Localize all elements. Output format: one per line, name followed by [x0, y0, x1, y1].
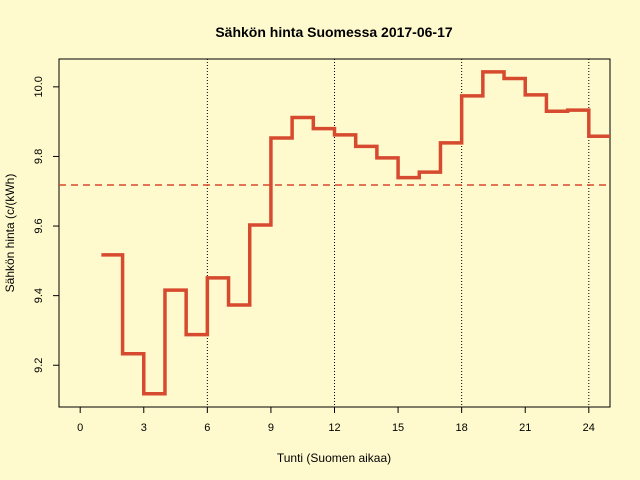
y-axis-label: Sähkön hinta (c/(kWh)	[3, 174, 17, 293]
price-step-line	[101, 70, 610, 396]
series-group	[101, 70, 610, 396]
vertical-gridlines	[206, 59, 590, 407]
x-tick-label: 15	[392, 422, 404, 434]
x-axis-label: Tunti (Suomen aikaa)	[277, 451, 391, 465]
x-tick-label: 0	[77, 422, 83, 434]
y-tick-label: 10.0	[33, 76, 45, 97]
x-axis-ticks: 0 3 6 9 12 15 18 21 24	[77, 407, 595, 434]
chart-title: Sähkön hinta Suomessa 2017-06-17	[215, 24, 453, 40]
y-tick-label: 9.4	[33, 288, 45, 303]
y-axis-ticks: 9.2 9.4 9.6 9.8 10.0	[33, 76, 59, 373]
y-tick-label: 9.6	[33, 218, 45, 233]
y-tick-label: 9.8	[33, 149, 45, 164]
x-tick-label: 3	[141, 422, 147, 434]
x-tick-label: 21	[519, 422, 531, 434]
x-tick-label: 6	[204, 422, 210, 434]
x-tick-label: 12	[328, 422, 340, 434]
x-tick-label: 24	[583, 422, 595, 434]
x-tick-label: 9	[268, 422, 274, 434]
x-tick-label: 18	[456, 422, 468, 434]
y-tick-label: 9.2	[33, 358, 45, 373]
